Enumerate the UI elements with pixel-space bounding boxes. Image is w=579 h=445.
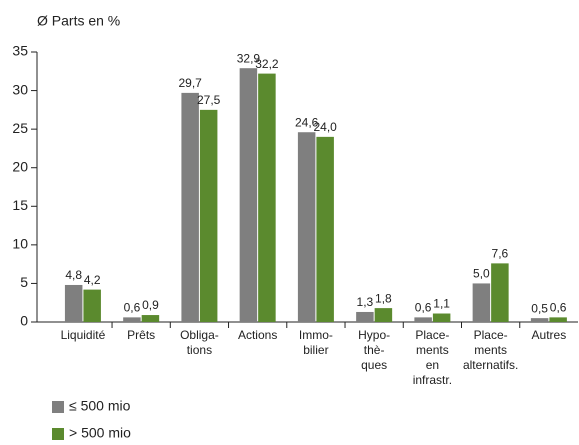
x-tick-label: Autres — [532, 328, 567, 342]
x-tick-label-line: ments — [474, 343, 507, 357]
bar — [472, 283, 491, 322]
x-tick-label: Hypo-thè-ques — [358, 328, 390, 372]
x-tick-label-line: infrastr. — [413, 373, 452, 387]
data-label: 1,1 — [433, 297, 450, 311]
data-label: 29,7 — [178, 76, 202, 90]
x-tick-label: Prêts — [127, 328, 155, 342]
data-label: 0,9 — [142, 298, 159, 312]
x-tick-label: Liquidité — [61, 328, 106, 342]
data-label: 0,6 — [124, 301, 141, 315]
bar — [432, 313, 451, 322]
data-label: 0,5 — [531, 301, 548, 315]
bar — [316, 136, 334, 322]
data-label: 32,2 — [255, 57, 279, 71]
legend-swatch — [52, 428, 64, 440]
bar — [374, 308, 393, 322]
bar — [297, 132, 316, 322]
legend-swatch — [52, 401, 64, 413]
bar — [356, 311, 374, 322]
x-tick-label-line: alternatifs. — [463, 358, 518, 372]
chart-title: Ø Parts en % — [37, 13, 120, 29]
bar — [141, 315, 160, 322]
x-tick-label-line: thè- — [364, 343, 385, 357]
x-tick-label: Place-ments en infrastr. — [413, 328, 452, 387]
data-label: 0,6 — [550, 301, 567, 315]
x-tick-label-line: Immo- — [299, 328, 333, 342]
x-tick-label-line: bilier — [303, 343, 328, 357]
x-tick-label-line: Hypo- — [358, 328, 390, 342]
bar — [239, 68, 258, 322]
x-tick-label: Obliga-tions — [180, 328, 219, 357]
data-label: 24,6 — [295, 115, 319, 129]
x-tick-label-line: ques — [361, 358, 387, 372]
x-tick-label-line: tions — [187, 343, 212, 357]
data-label: 24,0 — [313, 120, 337, 134]
x-tick-label: Immo-bilier — [299, 328, 333, 357]
bar — [123, 317, 141, 322]
x-tick-label-line: en — [426, 358, 439, 372]
bar — [83, 289, 101, 322]
y-tick-label: 20 — [12, 158, 28, 174]
x-tick-label-line: Obliga- — [180, 328, 219, 342]
y-tick-label: 10 — [12, 236, 28, 252]
data-label: 27,5 — [197, 93, 221, 107]
data-label: 4,8 — [65, 268, 82, 282]
x-tick-label: Place-ments alternatifs. — [463, 328, 518, 372]
data-label: 32,9 — [237, 51, 261, 65]
data-label: 0,6 — [415, 301, 432, 315]
bar — [530, 318, 549, 322]
y-tick-label: 0 — [20, 313, 28, 329]
bar — [549, 317, 567, 322]
x-tick-label-line: Place- — [474, 328, 508, 342]
data-label: 4,2 — [84, 273, 101, 287]
x-tick-label-line: Autres — [532, 328, 567, 342]
x-tick-label-line: ments — [416, 343, 449, 357]
legend-label: ≤ 500 mio — [69, 398, 131, 414]
x-tick-label-line: Prêts — [127, 328, 155, 342]
data-label: 5,0 — [473, 267, 490, 281]
y-tick-label: 35 — [12, 43, 28, 59]
bar — [64, 284, 83, 322]
y-tick-label: 30 — [12, 81, 28, 97]
bar — [258, 73, 276, 322]
x-tick-label: Actions — [238, 328, 277, 342]
bar — [181, 92, 199, 322]
bar — [199, 109, 218, 322]
bar — [491, 263, 509, 322]
bar — [414, 317, 432, 322]
x-tick-label-line: Liquidité — [61, 328, 106, 342]
legend-label: > 500 mio — [69, 425, 131, 441]
x-tick-label-line: Place- — [415, 328, 449, 342]
x-tick-label-line: Actions — [238, 328, 277, 342]
data-label: 7,6 — [492, 247, 509, 261]
data-label: 1,8 — [375, 291, 392, 305]
data-label: 1,3 — [357, 295, 374, 309]
y-tick-label: 5 — [20, 274, 28, 290]
y-tick-label: 25 — [12, 120, 28, 136]
y-tick-label: 15 — [12, 197, 28, 213]
